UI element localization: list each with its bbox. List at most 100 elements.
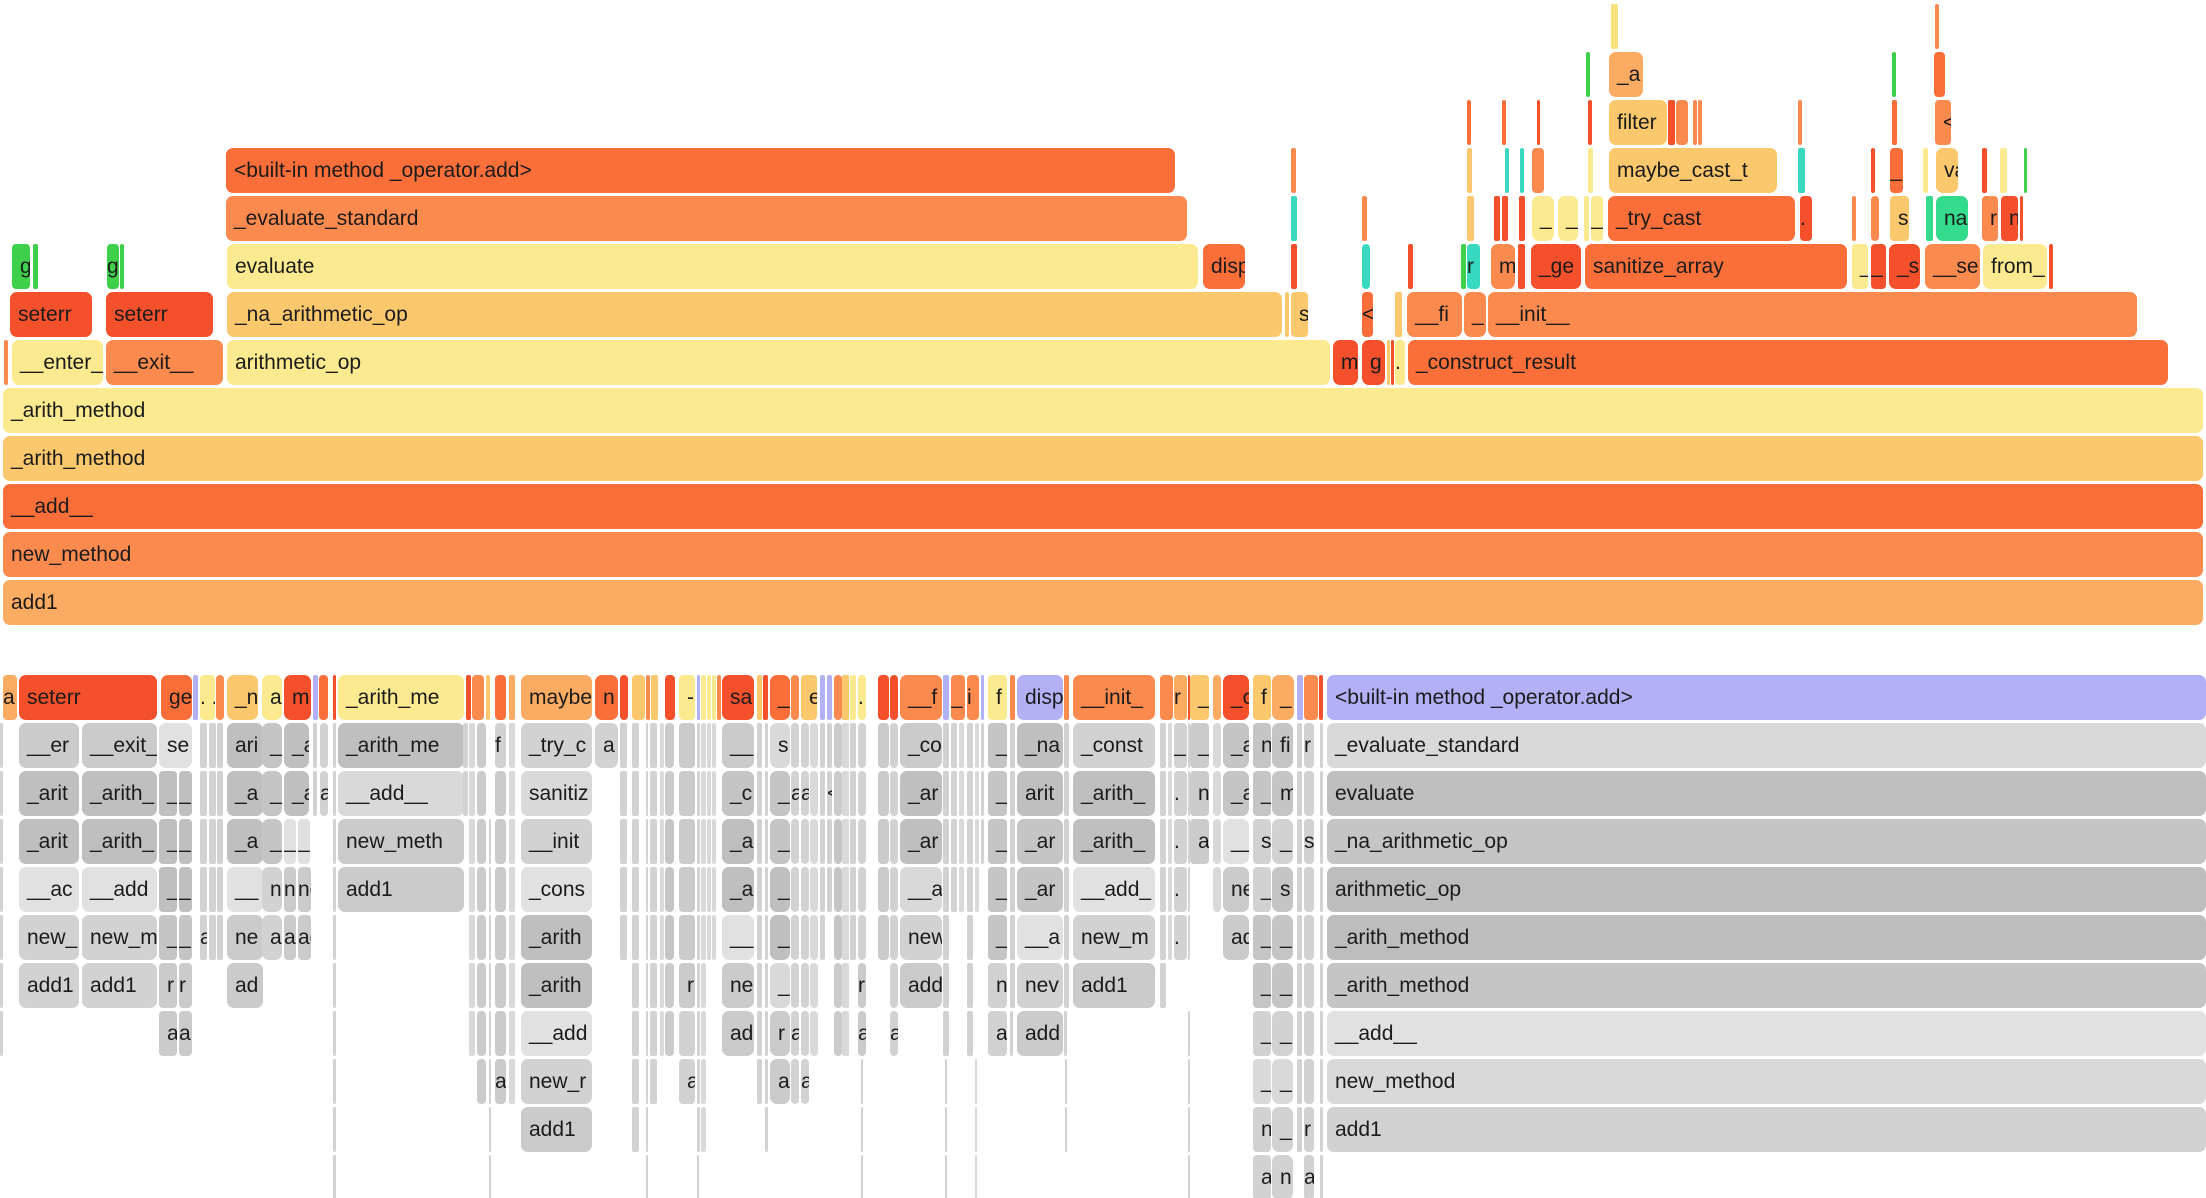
flame-frame-_[interactable]: _: [1253, 915, 1271, 960]
flame-frame-ne[interactable]: ne: [1223, 867, 1249, 912]
flame-frame[interactable]: [1160, 675, 1173, 720]
flame-frame[interactable]: [757, 867, 762, 912]
flame-frame[interactable]: [975, 1155, 977, 1198]
flame-frame-__add__[interactable]: __add__: [338, 771, 464, 816]
flame-frame-sanitiz[interactable]: sanitiz: [521, 771, 592, 816]
flame-frame[interactable]: [701, 819, 706, 864]
flame-frame[interactable]: [878, 675, 889, 720]
flame-frame[interactable]: [858, 915, 866, 960]
flame-frame-add1[interactable]: add1: [338, 867, 464, 912]
flame-frame--[interactable]: .: [858, 675, 866, 720]
flame-frame-_ar[interactable]: _ar: [900, 771, 942, 816]
flame-frame[interactable]: [472, 675, 484, 720]
flame-frame[interactable]: [1168, 915, 1172, 960]
flame-frame[interactable]: [890, 771, 898, 816]
flame-frame[interactable]: [679, 819, 695, 864]
flame-frame[interactable]: [477, 819, 486, 864]
flame-frame-_[interactable]: _: [1558, 196, 1578, 241]
flame-frame-a[interactable]: a: [791, 771, 799, 816]
flame-frame[interactable]: [1871, 148, 1875, 193]
flame-frame[interactable]: [1160, 963, 1166, 1008]
flame-frame[interactable]: [801, 915, 809, 960]
flame-frame-add[interactable]: add: [900, 963, 942, 1008]
flame-frame-_arit[interactable]: _arit: [19, 819, 79, 864]
flame-frame-__[interactable]: __: [722, 723, 754, 768]
flame-frame[interactable]: [850, 915, 856, 960]
flame-frame[interactable]: [834, 867, 842, 912]
flame-frame[interactable]: [959, 867, 964, 912]
flame-frame[interactable]: [981, 723, 984, 768]
flame-frame[interactable]: [217, 723, 223, 768]
flame-frame[interactable]: [632, 675, 645, 720]
flame-frame[interactable]: [701, 915, 706, 960]
flame-frame[interactable]: [1304, 675, 1318, 720]
flame-frame--[interactable]: .: [1395, 340, 1405, 385]
flame-frame[interactable]: [1934, 52, 1945, 97]
flame-frame-__init__[interactable]: __init__: [1488, 292, 2137, 337]
flame-frame[interactable]: [1160, 819, 1166, 864]
flame-frame[interactable]: [646, 675, 650, 720]
flame-frame-add1[interactable]: add1: [1073, 963, 1155, 1008]
flame-frame[interactable]: [1584, 196, 1589, 241]
flame-frame[interactable]: [2049, 244, 2053, 289]
flame-frame[interactable]: [967, 915, 973, 960]
flame-frame[interactable]: [632, 1107, 639, 1152]
flame-frame[interactable]: [765, 771, 768, 816]
flame-frame-f[interactable]: f: [988, 675, 1007, 720]
flame-frame-seterr[interactable]: seterr: [10, 292, 92, 337]
flame-frame[interactable]: [1188, 915, 1190, 960]
flame-frame-ari[interactable]: ari: [227, 723, 263, 768]
flame-frame[interactable]: [1668, 100, 1675, 145]
flame-frame-n[interactable]: n: [1190, 771, 1209, 816]
flame-frame-_arith_method[interactable]: _arith_method: [1327, 963, 2206, 1008]
flame-frame[interactable]: [495, 915, 506, 960]
flame-frame[interactable]: [791, 1059, 799, 1104]
flame-frame[interactable]: [975, 1059, 977, 1104]
flame-frame[interactable]: [1188, 723, 1190, 768]
flame-frame[interactable]: [650, 819, 657, 864]
flame-frame[interactable]: [665, 723, 674, 768]
flame-frame-_na[interactable]: _na: [1017, 723, 1063, 768]
flame-frame[interactable]: [763, 675, 768, 720]
flame-frame-a[interactable]: a: [801, 771, 809, 816]
flame-frame-a[interactable]: a: [284, 915, 296, 960]
flame-frame-_[interactable]: _: [1852, 244, 1868, 289]
flame-frame-_evaluate_standard[interactable]: _evaluate_standard: [226, 196, 1187, 241]
flame-frame-a[interactable]: a: [262, 915, 282, 960]
flame-frame[interactable]: [765, 867, 768, 912]
flame-frame-__ac[interactable]: __ac: [19, 867, 79, 912]
flame-frame-a[interactable]: a: [679, 1059, 695, 1104]
flame-frame[interactable]: [850, 723, 856, 768]
flame-frame-__add_[interactable]: __add_: [1073, 867, 1155, 912]
flame-frame[interactable]: [313, 771, 317, 816]
flame-frame[interactable]: [707, 915, 711, 960]
flame-frame-maybe_cast_t[interactable]: maybe_cast_t: [1609, 148, 1777, 193]
flame-frame-va[interactable]: va: [1936, 148, 1958, 193]
flame-frame[interactable]: [712, 771, 716, 816]
flame-frame-add1[interactable]: add1: [82, 963, 157, 1008]
flame-frame[interactable]: [469, 771, 475, 816]
flame-frame[interactable]: [1982, 148, 1987, 193]
flame-frame[interactable]: [665, 867, 674, 912]
flame-frame[interactable]: [834, 915, 842, 960]
flame-frame-e[interactable]: e: [801, 675, 817, 720]
flame-frame-s[interactable]: s: [1272, 867, 1293, 912]
flame-frame[interactable]: [0, 867, 3, 912]
flame-frame[interactable]: [1188, 771, 1190, 816]
flame-frame[interactable]: [943, 915, 949, 960]
flame-frame[interactable]: [200, 771, 207, 816]
flame-frame-_s[interactable]: _s: [1889, 244, 1920, 289]
flame-frame[interactable]: [850, 867, 856, 912]
flame-frame[interactable]: [1291, 244, 1297, 289]
flame-frame[interactable]: [712, 819, 716, 864]
flame-frame[interactable]: [632, 963, 639, 1008]
flame-frame[interactable]: [981, 675, 984, 720]
flame-frame[interactable]: [878, 867, 889, 912]
flame-frame[interactable]: [810, 1011, 818, 1056]
flame-frame[interactable]: [701, 963, 706, 1008]
flame-frame-_arith_[interactable]: _arith_: [1073, 771, 1155, 816]
flame-frame[interactable]: [0, 915, 3, 960]
flame-frame-_try_c[interactable]: _try_c: [521, 723, 592, 768]
flame-frame[interactable]: [1065, 1107, 1067, 1152]
flame-frame-sanitize_array[interactable]: sanitize_array: [1585, 244, 1847, 289]
